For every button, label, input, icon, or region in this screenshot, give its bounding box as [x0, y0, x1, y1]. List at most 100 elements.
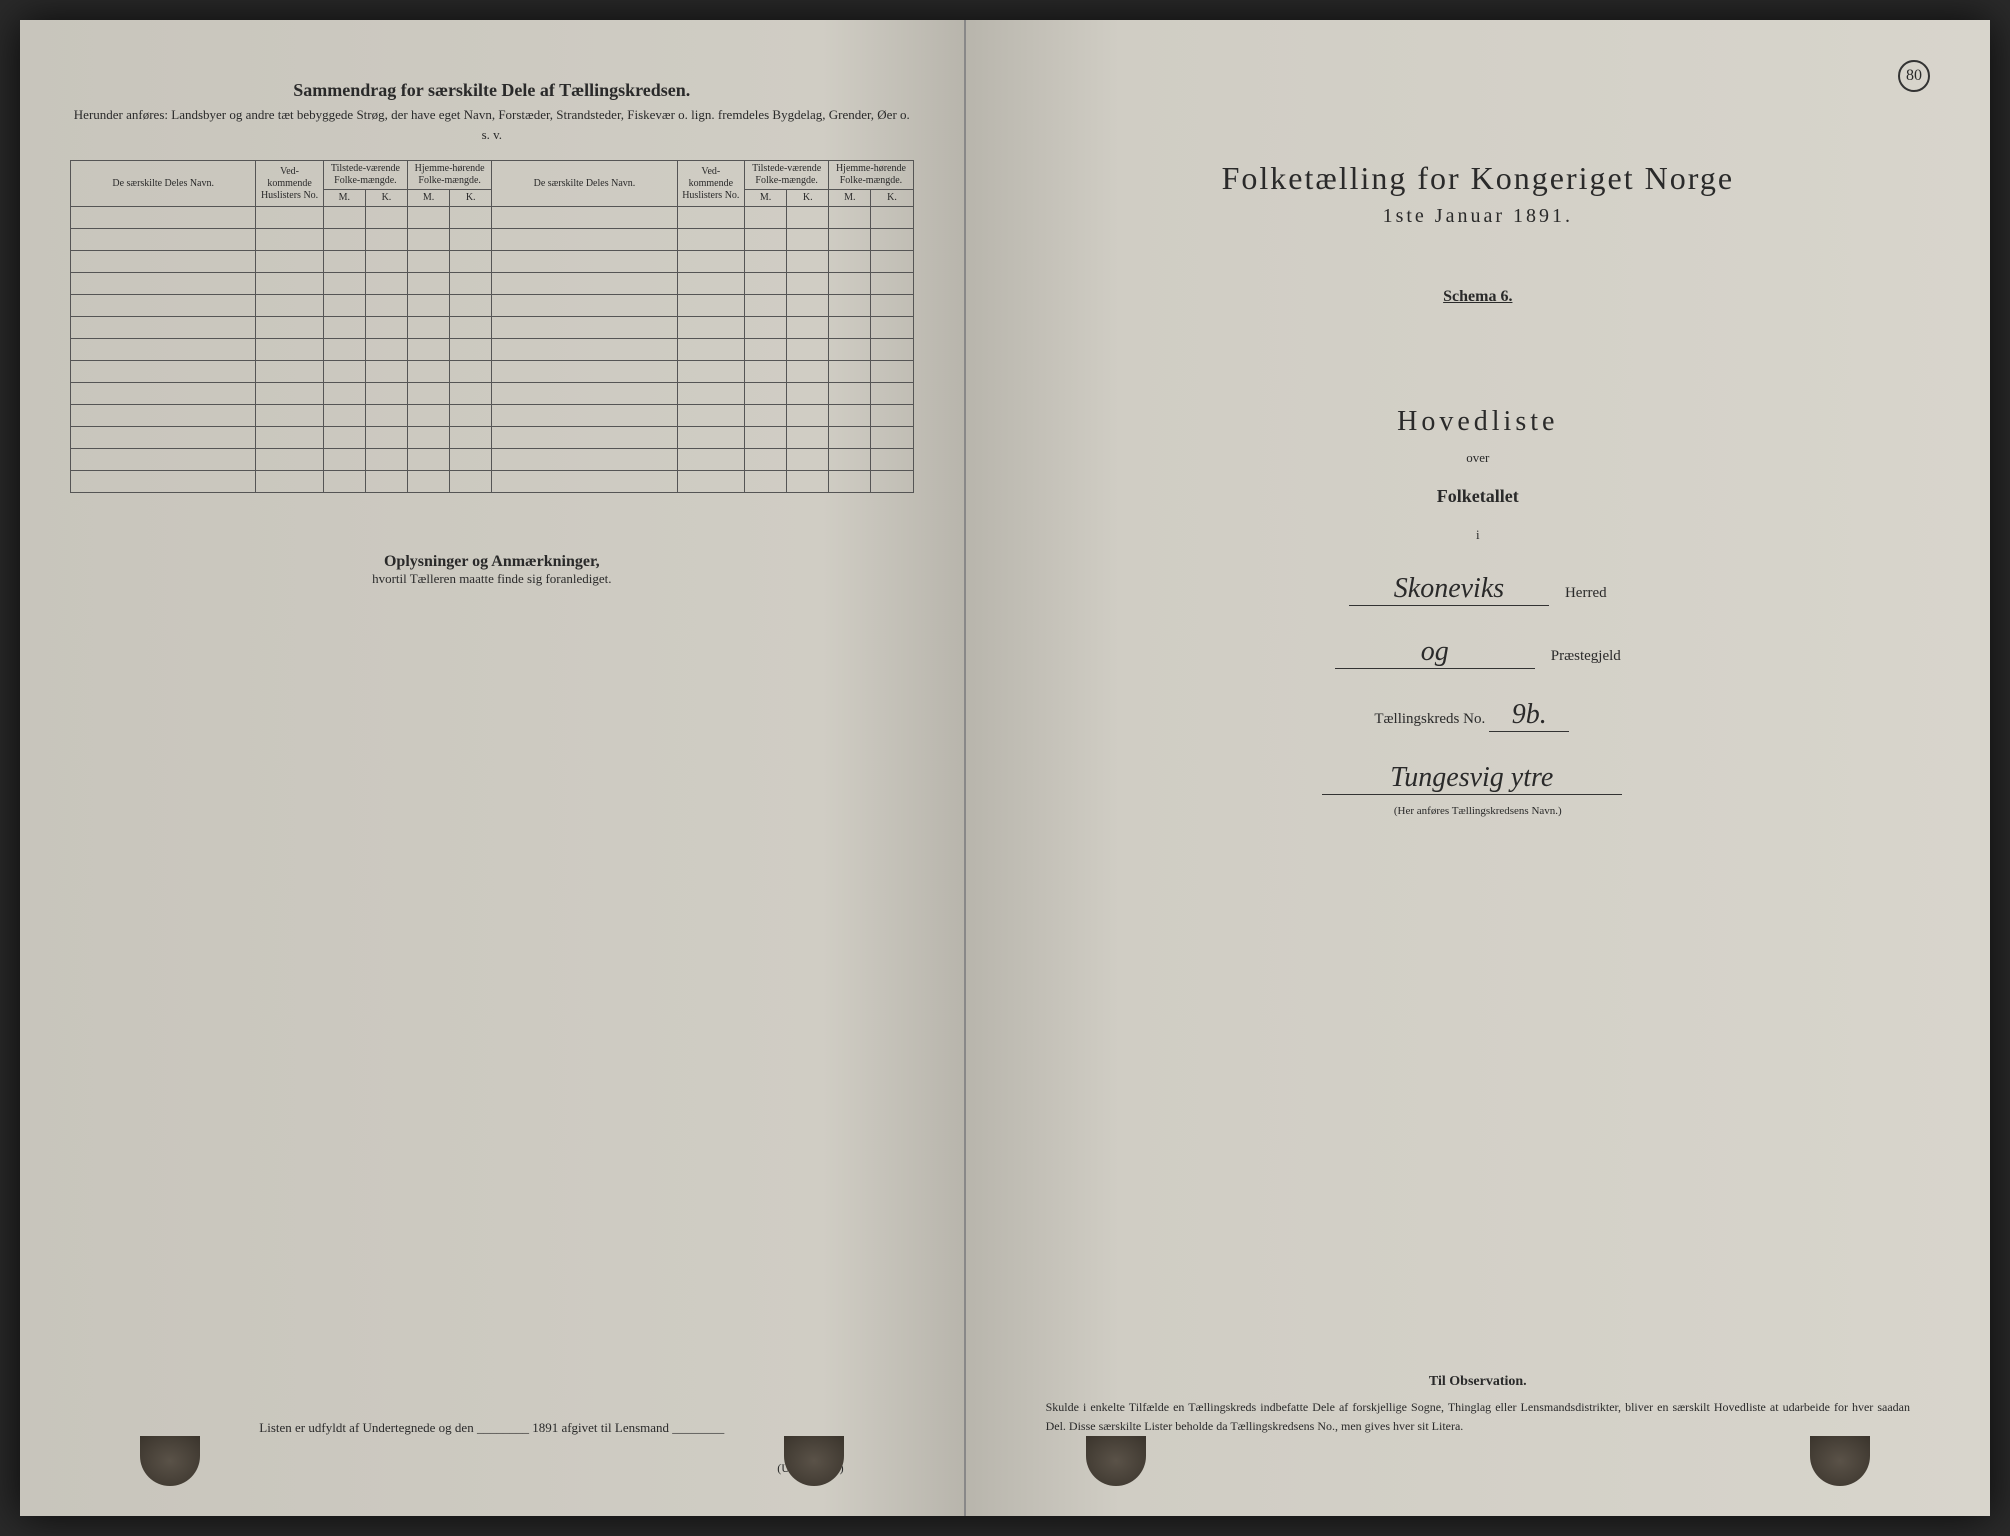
table-cell	[745, 317, 787, 339]
table-cell	[871, 273, 913, 295]
section-title: Sammendrag for særskilte Dele af Tælling…	[70, 80, 914, 101]
table-row	[71, 251, 914, 273]
table-cell	[745, 449, 787, 471]
table-cell	[408, 449, 450, 471]
table-cell	[71, 339, 256, 361]
table-cell	[71, 449, 256, 471]
table-cell	[256, 361, 323, 383]
hovedliste: Hovedliste	[1046, 406, 1910, 438]
over-label: over	[1046, 450, 1910, 466]
table-row	[71, 273, 914, 295]
table-cell	[829, 229, 871, 251]
table-cell	[71, 383, 256, 405]
table-row	[71, 339, 914, 361]
notes-title: Oplysninger og Anmærkninger,	[70, 553, 914, 571]
schema-label: Schema 6.	[1046, 288, 1910, 306]
table-cell	[871, 229, 913, 251]
kreds-row: Tællingskreds No. 9b.	[1046, 699, 1910, 732]
table-cell	[408, 295, 450, 317]
table-cell	[323, 251, 365, 273]
table-cell	[408, 427, 450, 449]
table-cell	[71, 251, 256, 273]
kreds-label: Tællingskreds No.	[1374, 711, 1485, 727]
table-cell	[71, 295, 256, 317]
table-cell	[71, 207, 256, 229]
table-cell	[677, 207, 744, 229]
table-cell	[871, 317, 913, 339]
binding-clip	[1810, 1436, 1870, 1486]
table-cell	[71, 361, 256, 383]
table-cell	[71, 317, 256, 339]
table-cell	[492, 449, 677, 471]
table-cell	[450, 361, 492, 383]
table-cell	[787, 339, 829, 361]
table-cell	[871, 449, 913, 471]
table-cell	[677, 295, 744, 317]
table-cell	[323, 449, 365, 471]
table-cell	[450, 251, 492, 273]
table-cell	[745, 251, 787, 273]
table-cell	[71, 405, 256, 427]
table-cell	[408, 383, 450, 405]
table-cell	[745, 273, 787, 295]
table-row	[71, 471, 914, 493]
table-cell	[745, 427, 787, 449]
table-cell	[829, 361, 871, 383]
table-cell	[323, 471, 365, 493]
table-cell	[677, 471, 744, 493]
table-cell	[787, 427, 829, 449]
notes-subtitle: hvortil Tælleren maatte finde sig foranl…	[70, 571, 914, 587]
table-cell	[677, 405, 744, 427]
book-spread: Sammendrag for særskilte Dele af Tælling…	[20, 20, 1990, 1516]
binding-clip	[1086, 1436, 1146, 1486]
observation-text: Skulde i enkelte Tilfælde en Tællingskre…	[1046, 1398, 1910, 1436]
praestegjeld-label: Præstegjeld	[1551, 648, 1621, 664]
table-cell	[787, 449, 829, 471]
table-cell	[829, 295, 871, 317]
table-cell	[745, 229, 787, 251]
observation-title: Til Observation.	[1046, 1374, 1910, 1390]
table-cell	[677, 317, 744, 339]
table-row	[71, 295, 914, 317]
table-cell	[829, 471, 871, 493]
table-cell	[677, 427, 744, 449]
table-cell	[256, 229, 323, 251]
col-header: Tilstede-værende Folke-mængde.	[745, 161, 829, 190]
table-cell	[323, 339, 365, 361]
table-cell	[871, 251, 913, 273]
table-cell	[408, 339, 450, 361]
table-cell	[450, 273, 492, 295]
table-body	[71, 207, 914, 493]
col-sub: M.	[323, 190, 365, 207]
table-cell	[323, 383, 365, 405]
col-sub: K.	[365, 190, 407, 207]
census-table: De særskilte Deles Navn. Ved-kommende Hu…	[70, 160, 914, 493]
table-cell	[408, 229, 450, 251]
table-row	[71, 229, 914, 251]
col-header: Ved-kommende Huslisters No.	[256, 161, 323, 207]
table-cell	[323, 229, 365, 251]
table-cell	[256, 471, 323, 493]
table-cell	[492, 317, 677, 339]
table-cell	[829, 273, 871, 295]
table-cell	[787, 295, 829, 317]
table-cell	[871, 295, 913, 317]
table-cell	[829, 405, 871, 427]
herred-label: Herred	[1565, 585, 1607, 601]
table-cell	[365, 229, 407, 251]
i-label: i	[1046, 527, 1910, 543]
table-cell	[256, 383, 323, 405]
table-cell	[365, 207, 407, 229]
table-cell	[450, 207, 492, 229]
table-cell	[492, 405, 677, 427]
table-cell	[677, 361, 744, 383]
table-cell	[492, 383, 677, 405]
table-cell	[365, 339, 407, 361]
col-header: Tilstede-værende Folke-mængde.	[323, 161, 407, 190]
table-cell	[256, 251, 323, 273]
table-cell	[71, 229, 256, 251]
notes-section: Oplysninger og Anmærkninger, hvortil Tæl…	[70, 553, 914, 587]
table-cell	[492, 471, 677, 493]
left-page: Sammendrag for særskilte Dele af Tælling…	[20, 20, 966, 1516]
table-cell	[256, 405, 323, 427]
